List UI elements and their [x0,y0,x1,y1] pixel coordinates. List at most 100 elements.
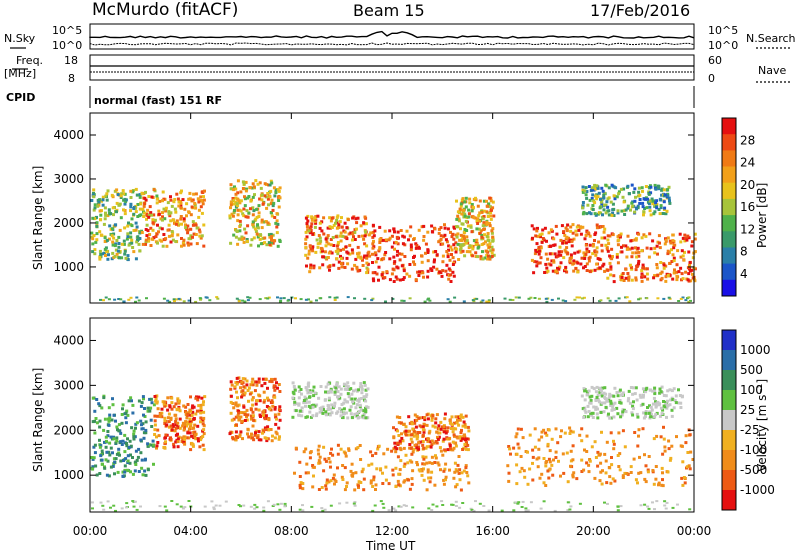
velocity-cell [293,471,296,475]
power-colorbar-swatch [722,150,736,168]
velocity-cell [146,406,150,410]
power-cell [593,268,597,272]
power-cell [278,240,282,243]
velocity-colorbar-swatch [722,410,736,431]
velocity-ground-cell [298,508,302,511]
velocity-cell [168,425,171,429]
power-cell [346,262,350,266]
velocity-cell [600,482,604,486]
velocity-cell [568,432,572,435]
power-cell [198,230,202,234]
velocity-cell [621,429,625,433]
power-cell [309,263,313,267]
power-cell [629,265,633,269]
power-cell [324,256,328,260]
velocity-cell [434,417,438,421]
power-cell [585,196,589,200]
power-cell [325,240,329,244]
power-cell [422,275,425,279]
velocity-cell [324,390,327,394]
power-cell [478,199,482,203]
power-cell [138,193,142,197]
velocity-cell [374,451,378,455]
power-cell [176,233,180,237]
velocity-cell [515,432,519,436]
velocity-cell [422,478,426,482]
power-cell [149,244,153,247]
power-cell [332,223,336,227]
power-ground-cell [127,298,131,301]
velocity-ground-cell [514,501,518,504]
power-cell [275,231,279,235]
velocity-cell [202,448,206,452]
power-cell [257,204,261,208]
power-cell [334,235,338,239]
power-cell [249,207,252,211]
velocity-cell [198,409,202,413]
velocity-cell [265,436,269,440]
velocity-cell [575,477,579,481]
power-cell [99,252,103,256]
velocity-cell [457,455,461,458]
power-cell [455,235,459,239]
velocity-ground-cell [404,504,408,507]
velocity-cell [632,400,635,404]
velocity-cell [197,439,200,443]
velocity-cell [686,451,690,454]
velocity-cell [609,416,613,420]
velocity-cell [649,405,653,409]
velocity-cell [590,413,594,417]
velocity-cell [359,408,363,412]
velocity-cell [323,398,327,402]
velocity-cell [515,452,519,456]
power-cell [446,255,450,259]
power-cell [571,231,575,235]
power-ground-cell [99,298,102,301]
velocity-cell [149,406,153,410]
power-ground-cell [561,299,565,302]
velocity-cell [269,408,273,412]
power-cell [94,240,98,244]
power-cell [486,257,490,261]
power-cell [336,249,340,253]
velocity-cell [120,421,124,425]
velocity-cell [592,405,596,409]
power-cell [531,236,534,240]
power-cell [179,206,183,210]
power-cell [558,245,562,249]
power-cell [161,190,165,194]
velocity-cell [404,425,408,429]
power-cell [326,226,330,230]
velocity-ground-cell [671,506,675,509]
velocity-cell [110,418,114,422]
velocity-cell [411,450,415,454]
velocity-cell [156,428,160,432]
velocity-cell [444,462,448,466]
power-cell [358,255,362,259]
power-cell [434,250,438,253]
velocity-cell [426,437,430,441]
power-ground-cell [286,299,290,302]
power-cell [232,198,236,202]
power-cell [441,260,445,264]
power-cell [484,240,487,244]
power-ground-cell [608,299,612,302]
velocity-cell [413,421,417,425]
power-cell [464,196,468,200]
velocity-cell [168,405,172,409]
power-ground-cell [107,298,111,301]
velocity-cell [164,433,168,437]
velocity-cell [464,437,468,441]
velocity-cell [353,488,357,492]
power-cell [272,186,276,190]
power-cell [610,247,614,251]
power-cell [340,262,343,265]
velocity-cell [229,400,233,404]
velocity-cell [299,481,303,485]
velocity-cell [594,390,598,394]
velocity-cell [591,416,595,419]
power-cell [98,209,102,213]
velocity-cell [642,416,646,420]
